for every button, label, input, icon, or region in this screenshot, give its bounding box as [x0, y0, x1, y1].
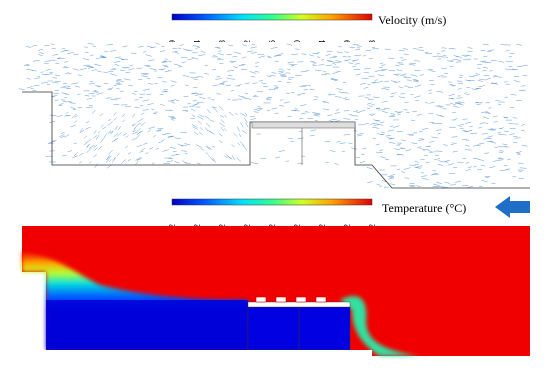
flow-arrow	[495, 196, 530, 218]
velocity-label: Velocity (m/s)	[378, 13, 446, 27]
heater-plate	[247, 301, 351, 308]
temperature-colorbar	[171, 198, 373, 206]
cold-pool	[46, 300, 248, 350]
plume	[340, 296, 420, 356]
velocity-panel	[22, 42, 530, 190]
heater-box	[251, 121, 356, 129]
heaters	[255, 296, 327, 303]
temperature-label: Temperature (°C)	[382, 201, 466, 215]
step	[22, 272, 46, 356]
floor	[22, 350, 372, 356]
velocity-colorbar	[171, 13, 373, 21]
